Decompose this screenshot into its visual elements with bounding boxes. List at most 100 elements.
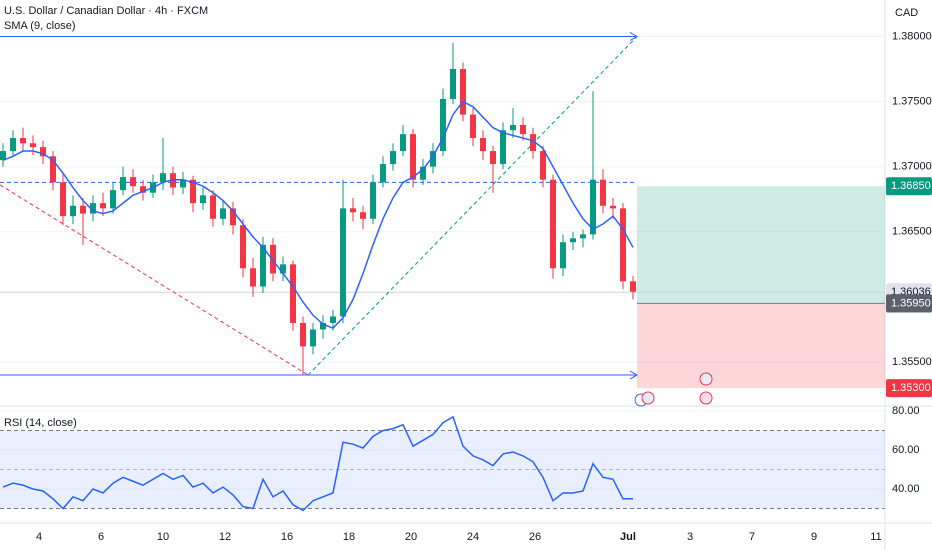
candle-body — [360, 212, 366, 219]
rsi-line — [2, 415, 633, 512]
candle-body — [500, 130, 506, 165]
candle-body — [440, 98, 446, 152]
candle-body — [410, 134, 416, 180]
x-tick-label: 16 — [281, 531, 293, 543]
candle-body — [570, 238, 576, 243]
candle-body — [160, 173, 166, 183]
candle-body — [620, 208, 626, 282]
y-tick-label: 1.37500 — [892, 95, 932, 107]
chart-title: U.S. Dollar / Canadian Dollar · 4h · FXC… — [4, 5, 208, 17]
candle-body — [430, 151, 436, 167]
candle-body — [0, 151, 6, 161]
y-tick-label: 60.00 — [892, 444, 920, 456]
candle-body — [610, 205, 616, 209]
x-tick-label: 12 — [219, 531, 231, 543]
entry-tag — [886, 294, 932, 313]
level-arrow — [629, 32, 639, 41]
candle-body — [510, 125, 516, 131]
candle-body — [70, 205, 76, 217]
y-tick-label: 1.35500 — [892, 356, 932, 368]
x-tick-label: 20 — [405, 531, 417, 543]
candle-body — [120, 177, 126, 191]
candle-body — [390, 151, 396, 165]
candle-body — [240, 225, 246, 269]
indicator-label: SMA (9, close) — [4, 20, 76, 32]
candle-body — [490, 151, 496, 165]
candle-body — [270, 244, 276, 274]
currency: CAD — [895, 7, 918, 19]
target-tag-label: 1.36850 — [891, 180, 931, 192]
candle-body — [300, 322, 306, 347]
stop-tag — [886, 379, 932, 398]
candle-body — [280, 264, 286, 274]
candle-body — [80, 205, 86, 214]
candle-body — [260, 244, 266, 287]
x-tick-label: 9 — [811, 531, 817, 543]
candle-body — [40, 147, 46, 157]
candle-body — [290, 264, 296, 323]
candle-body — [560, 242, 566, 269]
entry-tag-label: 1.35950 — [891, 297, 931, 309]
candle-body — [210, 195, 216, 219]
candle-body — [400, 134, 406, 152]
candle-body — [590, 179, 596, 235]
y-tick-label: 1.36500 — [892, 226, 932, 238]
candle-body — [220, 208, 226, 219]
x-tick-label: 6 — [98, 531, 104, 543]
y-tick-label: 1.37000 — [892, 161, 932, 173]
candle-body — [20, 138, 26, 144]
candle-body — [310, 329, 316, 347]
candle-body — [180, 179, 186, 188]
candle-body — [10, 138, 16, 152]
y-tick-label: 40.00 — [892, 483, 920, 495]
trend-line — [307, 36, 638, 376]
x-tick-label: 4 — [36, 531, 42, 543]
x-tick-label: Jul — [620, 531, 636, 543]
candle-body — [600, 179, 606, 206]
candle-body — [460, 69, 466, 115]
x-tick-label: 26 — [529, 531, 541, 543]
candle-body — [130, 177, 136, 187]
candle-body — [380, 164, 386, 183]
stop-zone — [637, 303, 885, 389]
candle-body — [330, 316, 336, 323]
candle-body — [520, 125, 526, 135]
y-tick-label: 1.38000 — [892, 30, 932, 42]
y-tick-label: 80.00 — [892, 405, 920, 417]
candle-body — [530, 134, 536, 152]
x-tick-label: 10 — [157, 531, 169, 543]
event-icons — [634, 372, 713, 407]
sma-line — [2, 100, 634, 330]
x-tick-label: 18 — [343, 531, 355, 543]
candle-body — [60, 182, 66, 217]
trend-line — [0, 184, 309, 376]
target-tag — [886, 177, 932, 196]
candle-body — [230, 208, 236, 226]
candle-body — [90, 203, 96, 214]
candle-body — [340, 208, 346, 317]
candle-body — [420, 166, 426, 180]
x-tick-label: 11 — [870, 531, 881, 543]
candle-body — [320, 322, 326, 330]
candle-body — [250, 268, 256, 287]
candle-body — [540, 151, 546, 180]
candle-body — [30, 143, 36, 148]
level-arrow — [629, 370, 639, 380]
candle-body — [190, 179, 196, 204]
rsi-title: RSI (14, close) — [4, 417, 77, 429]
x-tick-label: 24 — [467, 531, 479, 543]
candle-body — [630, 281, 636, 292]
candle-body — [100, 203, 106, 209]
candle-body — [580, 234, 586, 239]
candle-body — [50, 156, 56, 183]
stop-tag-label: 1.35300 — [891, 382, 931, 394]
candle-body — [350, 208, 356, 213]
x-tick-label: 7 — [749, 531, 755, 543]
candle-body — [200, 195, 206, 204]
candle-body — [110, 190, 116, 209]
candle-body — [140, 186, 146, 193]
candle-body — [470, 114, 476, 139]
candle-body — [550, 179, 556, 269]
candle-body — [370, 182, 376, 219]
